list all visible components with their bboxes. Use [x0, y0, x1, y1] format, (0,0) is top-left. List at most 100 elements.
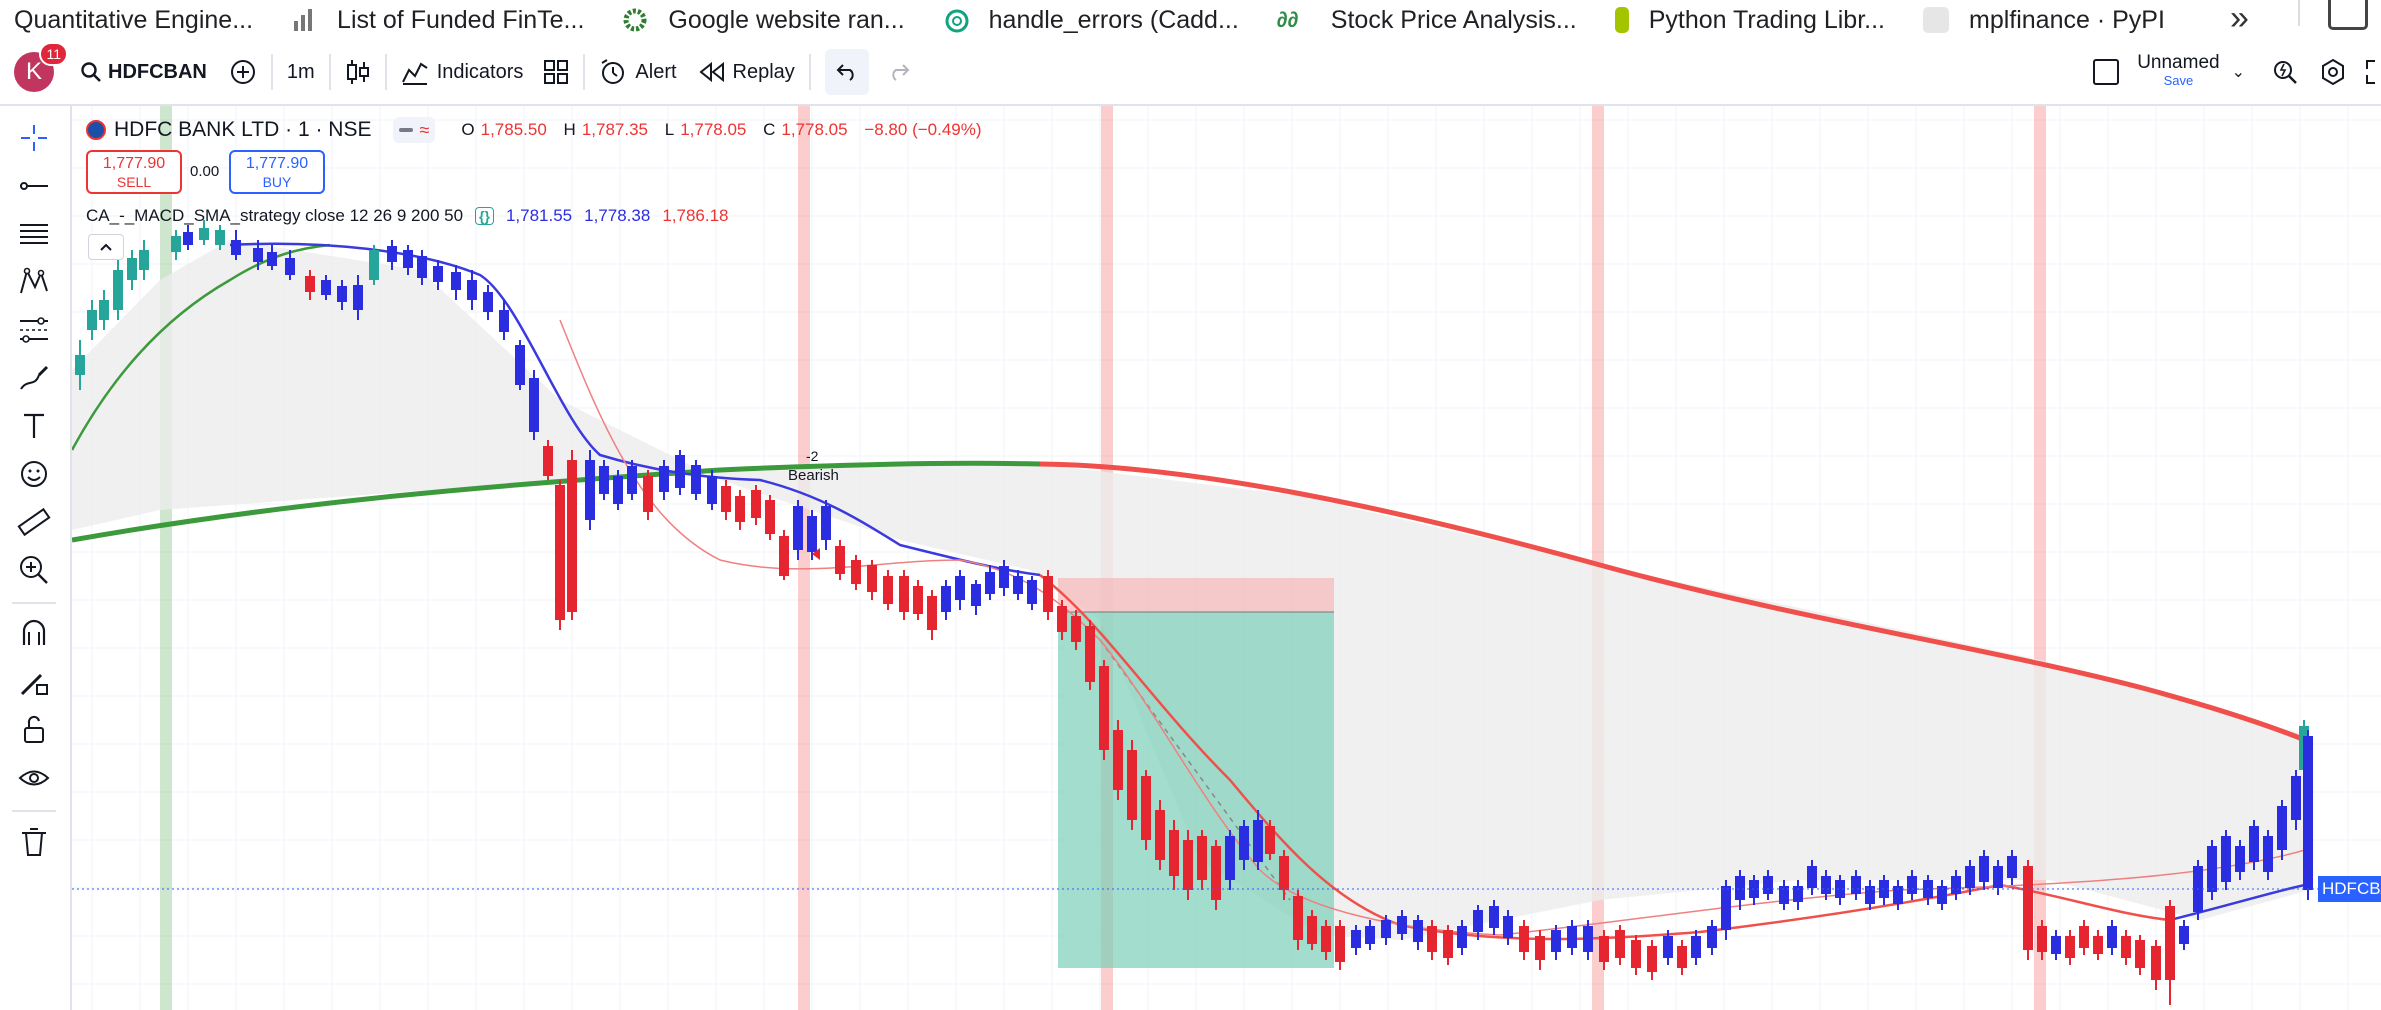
candle-body — [1197, 836, 1207, 880]
candle-body — [1721, 886, 1731, 930]
alert-button[interactable]: Alert — [599, 40, 677, 104]
candle-body — [2263, 836, 2273, 872]
lock-drawings-tool[interactable] — [14, 710, 54, 750]
chevron-up-icon — [100, 243, 112, 251]
avatar[interactable]: K 11 — [14, 42, 68, 92]
candle-body — [1293, 896, 1303, 940]
magnet-tool[interactable] — [14, 614, 54, 654]
bookmark-item[interactable]: handle_errors (Cadd... — [925, 0, 1239, 40]
fullscreen-button[interactable] — [2365, 40, 2381, 104]
candle-body — [199, 228, 209, 240]
fib-tool[interactable] — [14, 214, 54, 254]
candle-body — [1951, 876, 1961, 894]
plus-circle-icon — [230, 60, 255, 84]
interval-button[interactable]: 1m — [286, 60, 315, 83]
candle-body — [1993, 866, 2003, 888]
bookmark-item[interactable]: mplfinance · PyPI — [1905, 0, 2165, 40]
bookmark-item[interactable]: Google website ran... — [604, 0, 905, 40]
candle-body — [1279, 856, 1289, 890]
forecast-tool[interactable] — [14, 310, 54, 350]
remove-drawings-tool[interactable] — [14, 822, 54, 862]
candle-body — [899, 576, 909, 612]
sell-label: SELL — [116, 174, 152, 190]
candle-body — [529, 378, 539, 432]
trend-line-tool[interactable] — [14, 166, 54, 206]
signal-label: Bearish — [788, 467, 839, 484]
symbol-search-button[interactable]: HDFCBAN — [80, 40, 207, 104]
bookmark-item[interactable]: Quantitative Engine... — [0, 0, 253, 40]
alarm-clock-icon — [601, 59, 625, 84]
candle-body — [1307, 916, 1317, 944]
bookmark-item[interactable]: ∂∂ Stock Price Analysis... — [1259, 0, 1577, 40]
bookmark-label: handle_errors (Cadd... — [988, 5, 1239, 34]
market-status-button[interactable]: ≈ — [393, 117, 436, 143]
strategy-name: CA_-_MACD_SMA_strategy close 12 26 9 200… — [86, 206, 464, 225]
strategy-legend[interactable]: CA_-_MACD_SMA_strategy close 12 26 9 200… — [86, 203, 729, 229]
more-bookmarks-button[interactable]: » — [2230, 0, 2249, 37]
candle-body — [1647, 946, 1657, 972]
text-tool[interactable] — [14, 406, 54, 446]
candle-body — [691, 465, 701, 494]
bookmarks-folder-icon[interactable] — [2328, 0, 2368, 30]
sma-200-line — [72, 460, 1041, 543]
strategy-value-1: 1,781.55 — [505, 206, 573, 225]
pattern-tool[interactable] — [14, 262, 54, 302]
bar-chart-icon — [291, 7, 317, 33]
stay-in-drawing-tool[interactable] — [14, 662, 54, 702]
source-code-icon[interactable]: {} — [475, 207, 494, 225]
candle-body — [955, 576, 965, 600]
candle-body — [1381, 920, 1391, 938]
forecast-icon — [20, 317, 48, 343]
candle-body — [985, 572, 995, 594]
candle-body — [1027, 580, 1037, 604]
candle-body — [467, 280, 477, 300]
buy-button[interactable]: 1,777.90 BUY — [229, 150, 325, 194]
bookmark-item[interactable]: List of Funded FinTe... — [273, 0, 584, 40]
measure-tool[interactable] — [14, 502, 54, 542]
quick-search-button[interactable] — [2271, 40, 2299, 104]
candle-body — [1599, 936, 1609, 962]
candle-body — [75, 355, 85, 375]
divider — [808, 54, 811, 90]
candle-body — [2107, 926, 2117, 948]
indicators-button[interactable]: Indicators — [401, 40, 523, 104]
symbol-title[interactable]: HDFC BANK LTD · 1 · NSE — [114, 118, 372, 141]
candle-body — [793, 506, 803, 550]
bookmark-item[interactable]: Python Trading Libr... — [1597, 0, 1885, 40]
layout-menu-button[interactable]: Unnamed Save ⌄ — [2093, 40, 2245, 104]
templates-button[interactable] — [543, 40, 569, 104]
compare-symbol-button[interactable] — [229, 40, 257, 104]
hide-drawings-tool[interactable] — [14, 758, 54, 798]
candle-body — [1583, 926, 1593, 952]
price-chart[interactable] — [72, 106, 2381, 1010]
candle-body — [543, 446, 553, 476]
candle-body — [927, 596, 937, 630]
divider — [12, 602, 56, 604]
candle-body — [139, 250, 149, 270]
emoji-tool[interactable] — [14, 454, 54, 494]
candle-body — [851, 560, 861, 584]
candle-body — [1691, 936, 1701, 958]
candle-body — [751, 490, 761, 518]
candle-body — [2235, 846, 2245, 872]
candle-body — [99, 300, 109, 320]
zoom-tool[interactable] — [14, 550, 54, 590]
divider — [583, 54, 586, 90]
brush-tool[interactable] — [14, 358, 54, 398]
candle-body — [1779, 886, 1789, 904]
redo-button[interactable] — [887, 40, 911, 104]
settings-button[interactable] — [2319, 40, 2347, 104]
candle-body — [417, 256, 427, 278]
crosshair-tool[interactable] — [14, 118, 54, 158]
bookmark-label: Python Trading Libr... — [1648, 5, 1885, 34]
collapse-legend-button[interactable] — [88, 234, 124, 260]
candle-body — [1397, 916, 1407, 934]
sell-price: 1,777.90 — [102, 155, 166, 172]
candle-body — [765, 500, 775, 534]
magnet-icon — [22, 619, 46, 645]
sell-button[interactable]: 1,777.90 SELL — [86, 150, 182, 194]
openai-icon — [943, 7, 969, 33]
chart-type-button[interactable] — [345, 40, 371, 104]
undo-button[interactable] — [824, 49, 869, 95]
replay-button[interactable]: Replay — [698, 40, 795, 104]
